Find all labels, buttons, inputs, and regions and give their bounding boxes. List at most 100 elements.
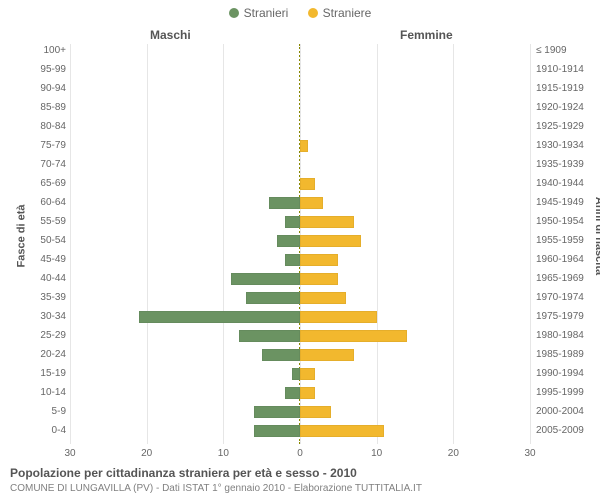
pyramid-row: 70-741935-1939 — [70, 158, 530, 172]
pyramid-row: 5-92000-2004 — [70, 405, 530, 419]
pyramid-row: 95-991910-1914 — [70, 63, 530, 77]
age-label: 40-44 — [8, 273, 66, 284]
bar-female — [300, 406, 331, 418]
chart-title: Popolazione per cittadinanza straniera p… — [10, 466, 357, 480]
x-tick-label: 20 — [438, 448, 468, 459]
age-label: 25-29 — [8, 330, 66, 341]
bar-male — [231, 273, 300, 285]
bar-male — [277, 235, 300, 247]
birth-year-label: 1915-1919 — [536, 83, 594, 94]
bar-female — [300, 178, 315, 190]
bar-female — [300, 273, 338, 285]
age-label: 5-9 — [8, 406, 66, 417]
bar-male — [254, 406, 300, 418]
birth-year-label: 1965-1969 — [536, 273, 594, 284]
bar-female — [300, 387, 315, 399]
birth-year-label: 1920-1924 — [536, 102, 594, 113]
legend-male-swatch — [229, 8, 239, 18]
gridline — [530, 44, 531, 444]
age-label: 35-39 — [8, 292, 66, 303]
pyramid-row: 80-841925-1929 — [70, 120, 530, 134]
column-header-female: Femmine — [400, 28, 453, 42]
birth-year-label: 1950-1954 — [536, 216, 594, 227]
age-label: 75-79 — [8, 140, 66, 151]
pyramid-row: 25-291980-1984 — [70, 329, 530, 343]
birth-year-label: 1935-1939 — [536, 159, 594, 170]
birth-year-label: 1910-1914 — [536, 64, 594, 75]
birth-year-label: 1940-1944 — [536, 178, 594, 189]
pyramid-row: 30-341975-1979 — [70, 310, 530, 324]
x-tick-label: 10 — [208, 448, 238, 459]
pyramid-row: 75-791930-1934 — [70, 139, 530, 153]
pyramid-row: 50-541955-1959 — [70, 234, 530, 248]
bar-male — [239, 330, 300, 342]
bar-female — [300, 216, 354, 228]
bar-male — [292, 368, 300, 380]
chart-legend: Stranieri Straniere — [0, 6, 600, 21]
pyramid-row: 45-491960-1964 — [70, 253, 530, 267]
pyramid-row: 85-891920-1924 — [70, 101, 530, 115]
age-label: 50-54 — [8, 235, 66, 246]
bar-female — [300, 368, 315, 380]
pyramid-plot: 3020100102030100+≤ 190995-991910-191490-… — [70, 44, 530, 444]
age-label: 55-59 — [8, 216, 66, 227]
x-tick-label: 0 — [285, 448, 315, 459]
birth-year-label: 1960-1964 — [536, 254, 594, 265]
age-label: 60-64 — [8, 197, 66, 208]
age-label: 65-69 — [8, 178, 66, 189]
pyramid-row: 10-141995-1999 — [70, 386, 530, 400]
birth-year-label: ≤ 1909 — [536, 45, 594, 56]
pyramid-row: 0-42005-2009 — [70, 424, 530, 438]
birth-year-label: 1925-1929 — [536, 121, 594, 132]
bar-male — [285, 216, 300, 228]
legend-female-label: Straniere — [323, 6, 372, 20]
birth-year-label: 1980-1984 — [536, 330, 594, 341]
birth-year-label: 2000-2004 — [536, 406, 594, 417]
column-header-male: Maschi — [150, 28, 191, 42]
age-label: 90-94 — [8, 83, 66, 94]
bar-male — [285, 387, 300, 399]
age-label: 20-24 — [8, 349, 66, 360]
age-label: 85-89 — [8, 102, 66, 113]
legend-female: Straniere — [308, 6, 372, 20]
bar-male — [139, 311, 300, 323]
legend-male: Stranieri — [229, 6, 289, 20]
birth-year-label: 1930-1934 — [536, 140, 594, 151]
bar-male — [285, 254, 300, 266]
bar-male — [254, 425, 300, 437]
age-label: 0-4 — [8, 425, 66, 436]
age-label: 95-99 — [8, 64, 66, 75]
y-axis-title-right: Anni di nascita — [593, 197, 600, 275]
bar-female — [300, 292, 346, 304]
x-tick-label: 10 — [362, 448, 392, 459]
age-label: 15-19 — [8, 368, 66, 379]
bar-female — [300, 311, 377, 323]
age-label: 80-84 — [8, 121, 66, 132]
bar-male — [269, 197, 300, 209]
pyramid-row: 55-591950-1954 — [70, 215, 530, 229]
pyramid-row: 35-391970-1974 — [70, 291, 530, 305]
bar-male — [246, 292, 300, 304]
x-tick-label: 30 — [515, 448, 545, 459]
age-label: 100+ — [8, 45, 66, 56]
birth-year-label: 1990-1994 — [536, 368, 594, 379]
age-label: 30-34 — [8, 311, 66, 322]
pyramid-row: 90-941915-1919 — [70, 82, 530, 96]
legend-female-swatch — [308, 8, 318, 18]
age-label: 70-74 — [8, 159, 66, 170]
pyramid-row: 100+≤ 1909 — [70, 44, 530, 58]
birth-year-label: 1995-1999 — [536, 387, 594, 398]
birth-year-label: 1970-1974 — [536, 292, 594, 303]
bar-female — [300, 349, 354, 361]
pyramid-row: 60-641945-1949 — [70, 196, 530, 210]
birth-year-label: 1975-1979 — [536, 311, 594, 322]
bar-female — [300, 235, 361, 247]
age-label: 45-49 — [8, 254, 66, 265]
pyramid-row: 40-441965-1969 — [70, 272, 530, 286]
bar-female — [300, 197, 323, 209]
chart-subtitle: COMUNE DI LUNGAVILLA (PV) - Dati ISTAT 1… — [10, 483, 422, 494]
bar-female — [300, 425, 384, 437]
legend-male-label: Stranieri — [244, 6, 289, 20]
bar-female — [300, 330, 407, 342]
bar-female — [300, 140, 308, 152]
